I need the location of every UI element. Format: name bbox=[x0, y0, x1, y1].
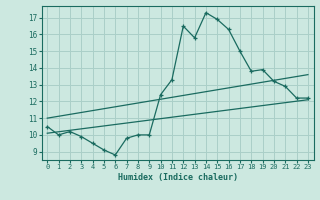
X-axis label: Humidex (Indice chaleur): Humidex (Indice chaleur) bbox=[118, 173, 237, 182]
